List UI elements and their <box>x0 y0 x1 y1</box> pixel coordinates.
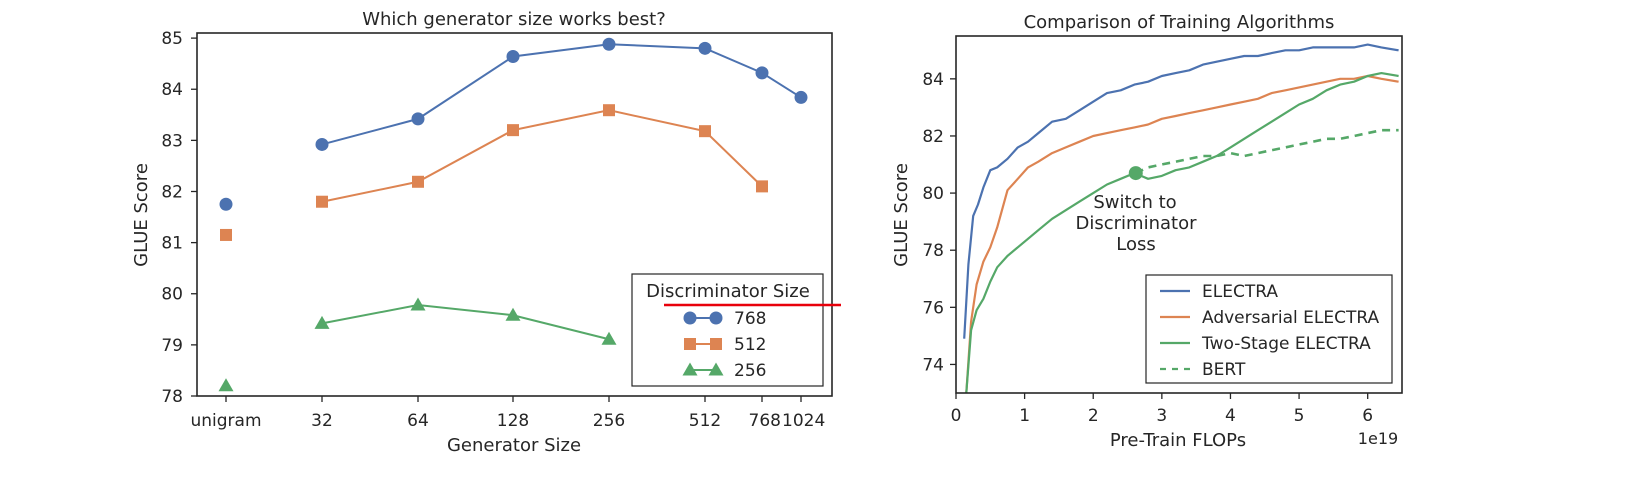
chart2-ytick-label: 80 <box>922 184 944 204</box>
chart2-title: Comparison of Training Algorithms <box>1024 12 1335 33</box>
legend-marker-512-b <box>710 338 722 350</box>
chart2-legend: ELECTRA Adversarial ELECTRA Two-Stage ELEC… <box>1145 274 1393 384</box>
chart1-legend: Discriminator Size 768 512 256 <box>631 273 824 387</box>
chart1-xtick-label: 128 <box>497 411 529 431</box>
point-disc-512-256 <box>603 104 615 117</box>
chart1-xtick-label: 256 <box>593 411 625 431</box>
chart1-plot-frame <box>196 32 833 397</box>
point-disc-768-unigram <box>219 197 233 211</box>
point-disc-768-768 <box>755 66 769 80</box>
chart1-legend-title: Discriminator Size <box>646 281 810 302</box>
chart2-xtick-label: 2 <box>1088 406 1099 426</box>
chart2-xtick-label: 6 <box>1362 406 1373 426</box>
point-disc-512-32 <box>316 195 328 208</box>
chart1-title: Which generator size works best? <box>362 9 666 30</box>
point-disc-768-32 <box>315 137 329 151</box>
chart2-ylabel: GLUE Score <box>891 163 912 267</box>
point-disc-256-unigram <box>218 378 234 392</box>
chart2-xlabel: Pre-Train FLOPs <box>1110 430 1246 451</box>
legend-label-adversarial-electra: Adversarial ELECTRA <box>1202 308 1379 328</box>
chart2-annotation: Switch to Discriminator Loss <box>1076 192 1198 255</box>
annotation-line-1: Switch to <box>1093 192 1176 213</box>
point-disc-256-32 <box>314 315 330 329</box>
series-line-disc-512 <box>321 109 763 203</box>
point-disc-512-64 <box>412 175 424 188</box>
chart2-ytick-label: 74 <box>922 355 944 375</box>
chart1-ytick-label: 84 <box>161 80 183 100</box>
legend-label-256: 256 <box>734 361 766 381</box>
point-disc-768-1024 <box>794 90 808 104</box>
point-disc-512-unigram <box>220 228 232 241</box>
point-disc-768-64 <box>411 112 425 126</box>
chart1-xtick-label: 1024 <box>782 411 825 431</box>
series-line-disc-256 <box>321 303 610 341</box>
series-line-adversarial-electra <box>965 74 1399 393</box>
switch-point-marker <box>1128 166 1143 181</box>
series-line-two-stage-electra <box>965 71 1399 393</box>
chart1-xlabel: Generator Size <box>447 435 581 456</box>
point-disc-768-512 <box>698 41 712 55</box>
chart2-x-scale-label: 1e19 <box>1358 429 1398 448</box>
chart2-ytick-label: 76 <box>922 298 944 318</box>
point-disc-768-128 <box>506 50 520 64</box>
chart2-plot-frame <box>955 35 1403 394</box>
chart1-xtick-label: 64 <box>407 411 429 431</box>
chart1-ytick-label: 85 <box>161 29 183 49</box>
point-disc-768-256 <box>602 37 616 51</box>
chart2-xtick-label: 4 <box>1225 406 1236 426</box>
point-disc-512-768 <box>756 180 768 193</box>
series-line-electra <box>963 43 1399 339</box>
chart1-xtick-label: 32 <box>311 411 333 431</box>
chart1-ytick-label: 82 <box>161 182 183 202</box>
chart1-xtick-label: unigram <box>190 411 261 431</box>
annotation-line-3: Loss <box>1116 234 1155 255</box>
chart1-ytick-label: 78 <box>161 387 183 407</box>
legend-label-electra: ELECTRA <box>1202 282 1278 302</box>
training-algorithms-chart: Comparison of Training Algorithms Switch… <box>891 12 1403 451</box>
point-disc-512-512 <box>699 125 711 138</box>
chart1-ytick-label: 79 <box>161 336 183 356</box>
chart2-ytick-label: 82 <box>922 127 944 147</box>
chart2-ytick-label: 78 <box>922 241 944 261</box>
generator-size-chart: Which generator size works best? 78 79 80 8… <box>131 9 841 456</box>
chart1-ytick-label: 83 <box>161 131 183 151</box>
chart1-xtick-label: 768 <box>749 411 781 431</box>
legend-marker-512-a <box>684 338 696 350</box>
chart1-ytick-label: 80 <box>161 285 183 305</box>
chart1-ylabel: GLUE Score <box>131 163 152 267</box>
chart2-ytick-label: 84 <box>922 70 944 90</box>
series-line-bert <box>1135 128 1399 175</box>
series-line-disc-768 <box>321 43 802 146</box>
legend-label-768: 768 <box>734 309 766 329</box>
chart1-ytick-label: 81 <box>161 234 183 254</box>
legend-label-512: 512 <box>734 335 766 355</box>
point-disc-256-64 <box>410 297 426 311</box>
legend-marker-768-b <box>709 311 723 325</box>
chart2-xtick-label: 0 <box>951 406 962 426</box>
chart1-xtick-label: 512 <box>689 411 721 431</box>
chart2-xtick-label: 3 <box>1156 406 1167 426</box>
chart2-xtick-label: 1 <box>1019 406 1030 426</box>
legend-marker-768-a <box>683 311 697 325</box>
annotation-line-2: Discriminator <box>1076 213 1198 234</box>
chart2-xtick-label: 5 <box>1294 406 1305 426</box>
legend-marker-256-b <box>708 362 724 376</box>
point-disc-256-128 <box>505 307 521 321</box>
legend-label-two-stage-electra: Two-Stage ELECTRA <box>1201 334 1371 354</box>
legend-label-bert: BERT <box>1202 360 1246 380</box>
point-disc-512-128 <box>507 124 519 137</box>
legend-marker-256-a <box>682 362 698 376</box>
point-disc-256-256 <box>601 331 617 345</box>
